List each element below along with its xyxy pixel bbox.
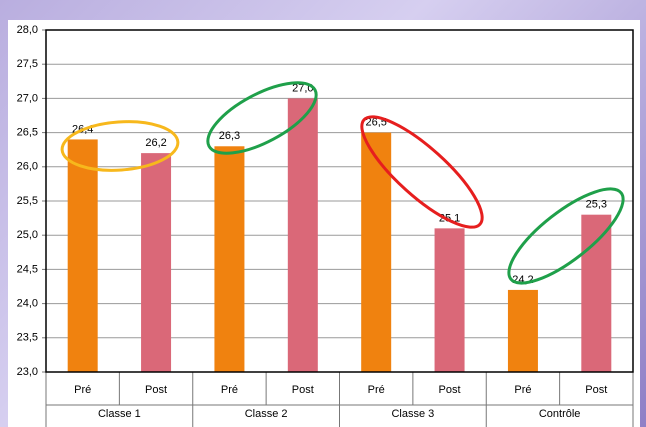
highlight-ellipse — [507, 187, 625, 285]
y-tick-label: 25,5 — [17, 195, 38, 207]
x-tick-label: Pré — [514, 384, 531, 396]
group-label: Contrôle — [539, 408, 581, 420]
y-tick-label: 28,0 — [17, 24, 38, 36]
x-tick-label: Post — [145, 384, 167, 396]
bar — [361, 132, 392, 372]
bar — [507, 289, 538, 372]
value-label: 25,3 — [586, 199, 607, 211]
value-label: 25,1 — [439, 212, 460, 224]
x-tick-label: Pré — [221, 384, 238, 396]
y-tick-label: 24,0 — [17, 298, 38, 310]
highlight-ellipse — [60, 120, 180, 172]
bar — [287, 98, 318, 373]
bar — [434, 228, 465, 372]
x-tick-label: Post — [439, 384, 461, 396]
bar — [214, 146, 245, 372]
y-tick-label: 26,5 — [17, 127, 38, 139]
y-tick-label: 26,0 — [17, 161, 38, 173]
x-tick-label: Post — [292, 384, 314, 396]
group-label: Classe 1 — [98, 408, 141, 420]
y-tick-label: 25,0 — [17, 229, 38, 241]
y-tick-label: 27,0 — [17, 92, 38, 104]
y-tick-label: 23,5 — [17, 332, 38, 344]
y-tick-label: 27,5 — [17, 58, 38, 70]
plot-frame — [45, 29, 634, 373]
value-label: 26,3 — [219, 130, 240, 142]
group-label: Classe 2 — [245, 408, 288, 420]
y-tick-label: 23,0 — [17, 366, 38, 378]
x-tick-label: Pré — [74, 384, 91, 396]
bar — [141, 153, 172, 372]
x-tick-label: Pré — [368, 384, 385, 396]
x-tick-label: Post — [585, 384, 607, 396]
group-label: Classe 3 — [391, 408, 434, 420]
bar — [581, 214, 612, 372]
highlight-ellipse — [360, 115, 484, 229]
y-tick-label: 24,5 — [17, 263, 38, 275]
highlight-ellipse — [206, 81, 318, 155]
bar — [67, 139, 98, 372]
annotations — [60, 81, 625, 285]
value-label: 26,2 — [145, 137, 166, 149]
